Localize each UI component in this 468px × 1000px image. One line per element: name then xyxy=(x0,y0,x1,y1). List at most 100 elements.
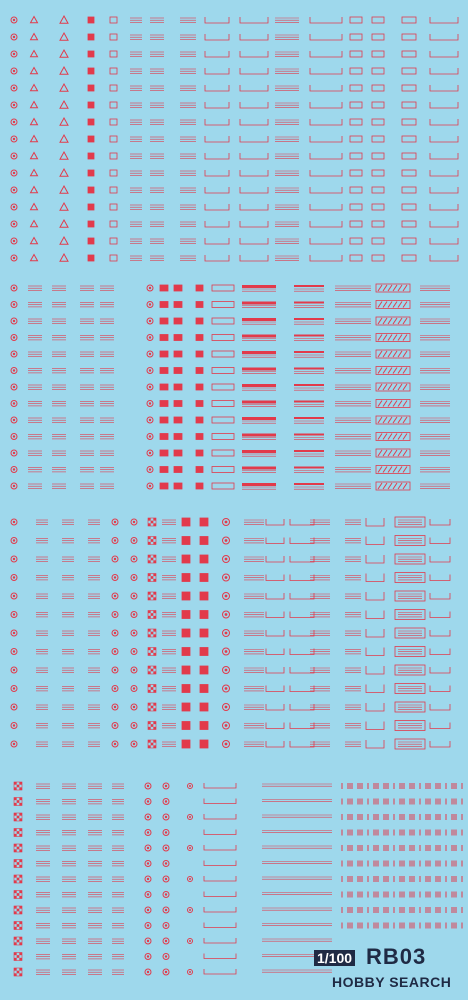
decal-dot xyxy=(146,784,150,788)
decal-dot xyxy=(113,705,117,709)
decal-triangle xyxy=(59,252,69,262)
decal-box xyxy=(401,135,417,143)
decal-circle xyxy=(130,666,138,674)
decal-triangle xyxy=(29,134,39,143)
decal-dot xyxy=(224,520,228,524)
decal-stripe xyxy=(377,482,383,490)
decal-stripe xyxy=(392,466,398,473)
decal-box xyxy=(173,367,183,374)
decal-bracket xyxy=(265,519,285,526)
decal-triangle xyxy=(29,202,39,211)
decal-circle xyxy=(10,284,18,292)
decal-bracket xyxy=(203,798,237,804)
decal-box xyxy=(173,350,183,358)
decal-box xyxy=(211,416,235,424)
decal-stripe xyxy=(392,433,398,440)
decal-box xyxy=(87,237,95,245)
decal-stripe xyxy=(382,466,388,473)
decal-bracket xyxy=(239,187,269,194)
decal-checker xyxy=(148,541,151,545)
decal-bracket xyxy=(204,119,230,126)
decal-checker xyxy=(153,610,156,614)
decal-bracket xyxy=(365,721,385,730)
decal-circle xyxy=(162,875,170,883)
decal-circle xyxy=(10,186,18,194)
decal-checker xyxy=(150,687,154,690)
decal-red-band xyxy=(242,318,276,321)
decal-bracket xyxy=(365,610,385,619)
decal-bracket xyxy=(309,68,343,75)
decal-box xyxy=(87,254,95,262)
decal-box xyxy=(109,152,118,160)
decal-bracket xyxy=(429,238,459,245)
decal-box xyxy=(199,573,209,582)
decal-bracket xyxy=(265,611,285,618)
decal-checker xyxy=(19,875,22,878)
decal-dot xyxy=(12,86,16,90)
decal-stripe xyxy=(397,301,403,308)
decal-bracket xyxy=(239,153,269,160)
decal-dot xyxy=(113,650,117,653)
decal-bracket xyxy=(365,536,385,545)
decal-dot xyxy=(164,893,168,896)
decal-circle xyxy=(10,722,18,729)
decal-dot xyxy=(164,908,168,912)
decal-dot xyxy=(224,687,228,690)
decal-stripe xyxy=(392,400,398,407)
decal-box xyxy=(211,284,235,292)
decal-bracket xyxy=(239,119,269,126)
decal-checker xyxy=(19,787,22,790)
decal-checker xyxy=(150,594,154,598)
decal-stripe xyxy=(387,334,393,341)
decal-box xyxy=(371,33,385,41)
decal-checker xyxy=(153,666,156,669)
decal-stripe xyxy=(397,284,403,292)
decal-box xyxy=(181,591,191,601)
decal-checker xyxy=(150,705,154,709)
decal-checker xyxy=(19,813,22,816)
decal-checker xyxy=(150,742,154,746)
decal-checker xyxy=(148,634,151,637)
decal-dot xyxy=(12,613,16,616)
decal-checker xyxy=(153,560,156,563)
decal-checker xyxy=(14,828,17,832)
decal-box xyxy=(181,517,191,527)
decal-checker xyxy=(19,849,22,852)
decal-circle xyxy=(10,416,18,424)
decal-checker xyxy=(19,890,22,894)
decal-dot xyxy=(148,385,152,389)
decal-dot xyxy=(113,539,117,542)
decal-box xyxy=(199,721,209,730)
decal-box xyxy=(375,465,411,474)
decal-box xyxy=(211,466,235,473)
decal-box xyxy=(109,118,118,126)
decal-box xyxy=(181,554,191,564)
decal-triangle xyxy=(59,99,69,109)
brand-block: 1/100 RB03 HOBBY SEARCH xyxy=(314,946,464,998)
decal-stripe xyxy=(377,334,383,341)
decal-dot xyxy=(12,18,16,22)
decal-stripe xyxy=(382,301,388,308)
decal-dot xyxy=(146,877,150,881)
decal-bracket xyxy=(203,814,237,820)
decal-box xyxy=(199,665,209,675)
decal-box xyxy=(371,237,385,245)
decal-circle xyxy=(162,829,170,836)
decal-dot xyxy=(132,594,136,598)
decal-box xyxy=(109,33,118,41)
decal-circle xyxy=(111,648,119,655)
decal-stripe xyxy=(377,367,383,374)
decal-dot xyxy=(132,539,136,542)
decal-box xyxy=(401,152,417,160)
decal-bracket xyxy=(203,953,237,959)
decal-circle xyxy=(187,876,193,882)
decal-dot xyxy=(12,576,16,579)
decal-box xyxy=(401,169,417,177)
decal-checker xyxy=(14,911,17,914)
decal-checker xyxy=(16,924,20,927)
decal-checker xyxy=(16,815,20,819)
decal-bracket xyxy=(204,85,230,92)
decal-box xyxy=(195,400,204,407)
decal-circle xyxy=(10,518,18,526)
decal-bracket xyxy=(204,51,230,58)
